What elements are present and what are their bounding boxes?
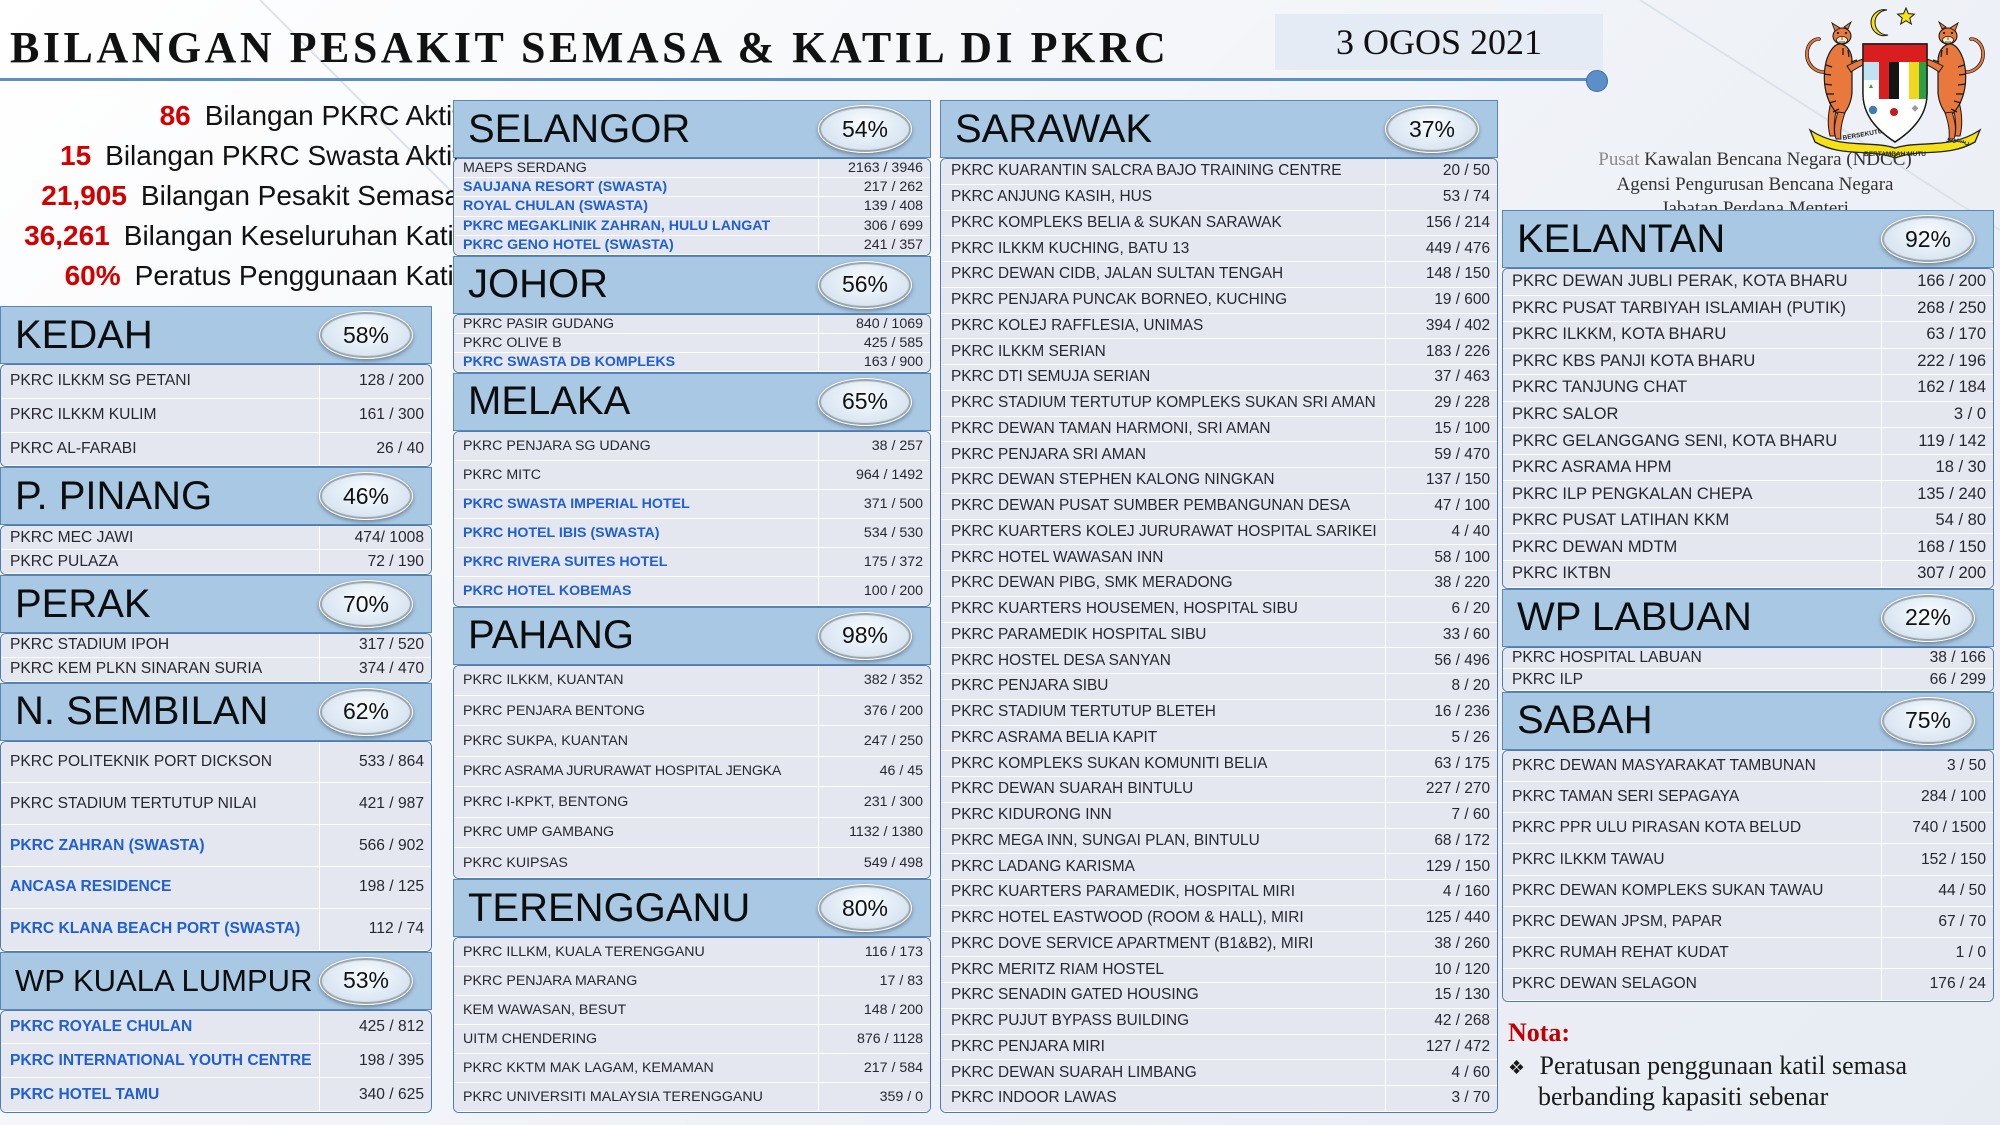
svg-text:BERSEKUTU: BERSEKUTU (1842, 128, 1883, 142)
